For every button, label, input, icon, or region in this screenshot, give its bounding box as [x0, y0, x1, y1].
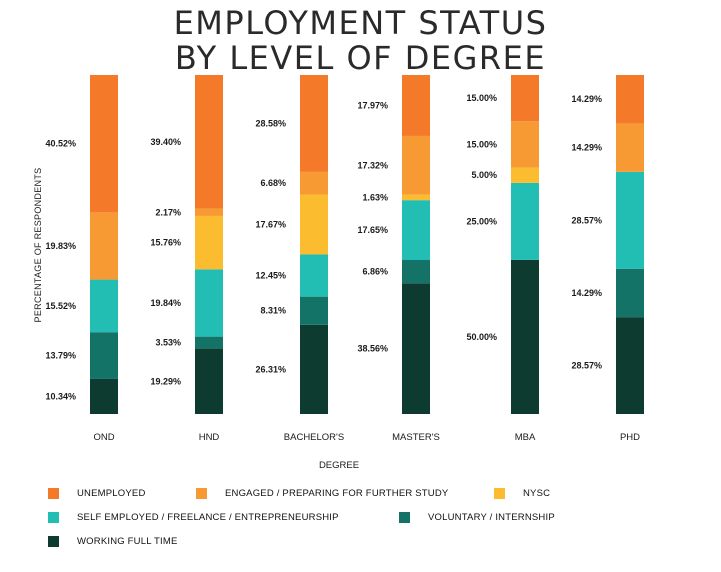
legend-item-full-time: WORKING FULL TIME: [48, 536, 178, 547]
data-label-hnd-nysc: 15.76%: [150, 238, 181, 248]
bar-phd-voluntary-internship: [616, 268, 644, 318]
data-label-phd-unemployed: 14.29%: [571, 94, 602, 104]
legend-label-full-time: WORKING FULL TIME: [77, 536, 178, 547]
data-label-hnd-engaged-preparing-for-further-study: 2.17%: [155, 207, 181, 217]
data-label-phd-working-full-time: 28.57%: [571, 361, 602, 371]
data-label-phd-engaged-preparing-for-further-study: 14.29%: [571, 143, 602, 153]
chart-title: EMPLOYMENT STATUS BY LEVEL OF DEGREE: [0, 6, 721, 76]
bar-bachelor-s-nysc: [300, 194, 328, 255]
legend-swatch-full-time: [48, 536, 59, 547]
bar-ond-working-full-time: [90, 378, 118, 414]
x-tick-ond: OND: [93, 432, 114, 443]
legend-label-further-study: ENGAGED / PREPARING FOR FURTHER STUDY: [225, 488, 449, 499]
data-label-ond-working-full-time: 10.34%: [45, 391, 76, 401]
bar-hnd-nysc: [195, 215, 223, 270]
legend-label-voluntary: VOLUNTARY / INTERNSHIP: [428, 512, 555, 523]
data-label-mba-unemployed: 15.00%: [466, 93, 497, 103]
data-label-master-s-working-full-time: 38.56%: [357, 344, 388, 354]
legend-item-voluntary: VOLUNTARY / INTERNSHIP: [399, 512, 555, 523]
data-label-ond-engaged-preparing-for-further-study: 19.83%: [45, 241, 76, 251]
legend-swatch-voluntary: [399, 512, 410, 523]
data-label-phd-self-employed-freelance-entrepreneurship: 28.57%: [571, 215, 602, 225]
chart-title-line-2: BY LEVEL OF DEGREE: [174, 39, 547, 77]
bar-ond-unemployed: [90, 75, 118, 213]
data-label-master-s-voluntary-internship: 6.86%: [362, 267, 388, 277]
data-label-hnd-unemployed: 39.40%: [150, 137, 181, 147]
bar-ond-self-employed-freelance-entrepreneurship: [90, 279, 118, 333]
data-label-bachelor-s-engaged-preparing-for-further-study: 6.68%: [260, 178, 286, 188]
bar-phd-unemployed: [616, 75, 644, 124]
legend-label-unemployed: UNEMPLOYED: [77, 488, 146, 499]
x-tick-hnd: HND: [199, 432, 220, 443]
x-tick-bachelor-s: BACHELOR'S: [284, 432, 344, 443]
bar-hnd-engaged-preparing-for-further-study: [195, 208, 223, 216]
data-label-ond-self-employed-freelance-entrepreneurship: 15.52%: [45, 301, 76, 311]
data-label-master-s-nysc: 1.63%: [362, 192, 388, 202]
legend-swatch-self-employed: [48, 512, 59, 523]
data-label-mba-working-full-time: 50.00%: [466, 332, 497, 342]
data-label-bachelor-s-nysc: 17.67%: [255, 219, 286, 229]
bar-master-s-unemployed: [402, 75, 430, 136]
chart-title-line-1: EMPLOYMENT STATUS: [173, 4, 548, 42]
bar-mba-unemployed: [511, 75, 539, 122]
legend-swatch-further-study: [196, 488, 207, 499]
bar-phd-self-employed-freelance-entrepreneurship: [616, 171, 644, 269]
legend-item-self-employed: SELF EMPLOYED / FREELANCE / ENTREPRENEUR…: [48, 512, 339, 523]
data-label-hnd-self-employed-freelance-entrepreneurship: 19.84%: [150, 298, 181, 308]
bar-ond-engaged-preparing-for-further-study: [90, 212, 118, 280]
legend-label-self-employed: SELF EMPLOYED / FREELANCE / ENTREPRENEUR…: [77, 512, 339, 523]
data-label-mba-self-employed-freelance-entrepreneurship: 25.00%: [466, 216, 497, 226]
data-label-bachelor-s-self-employed-freelance-entrepreneurship: 12.45%: [255, 271, 286, 281]
data-label-mba-engaged-preparing-for-further-study: 15.00%: [466, 139, 497, 149]
legend-label-nysc: NYSC: [523, 488, 551, 499]
data-label-master-s-engaged-preparing-for-further-study: 17.32%: [357, 160, 388, 170]
x-axis-label: DEGREE: [319, 460, 359, 471]
data-label-master-s-unemployed: 17.97%: [357, 100, 388, 110]
stacked-bar-chart: 10.34% 13.79% 15.52% 19.83% 40.52% OND 19.29% 3…: [45, 75, 644, 471]
bar-mba-working-full-time: [511, 259, 539, 414]
bar-master-s-engaged-preparing-for-further-study: [402, 135, 430, 195]
data-label-master-s-self-employed-freelance-entrepreneurship: 17.65%: [357, 225, 388, 235]
data-label-hnd-voluntary-internship: 3.53%: [155, 338, 181, 348]
bar-hnd-unemployed: [195, 75, 223, 209]
bar-hnd-self-employed-freelance-entrepreneurship: [195, 269, 223, 337]
bar-master-s-working-full-time: [402, 283, 430, 414]
bar-bachelor-s-self-employed-freelance-entrepreneurship: [300, 254, 328, 297]
bar-hnd-voluntary-internship: [195, 336, 223, 349]
legend-item-further-study: ENGAGED / PREPARING FOR FURTHER STUDY: [196, 488, 448, 499]
legend: UNEMPLOYED ENGAGED / PREPARING FOR FURTH…: [48, 488, 708, 558]
bar-bachelor-s-voluntary-internship: [300, 296, 328, 325]
legend-item-unemployed: UNEMPLOYED: [48, 488, 146, 499]
legend-item-nysc: NYSC: [494, 488, 550, 499]
bar-master-s-nysc: [402, 194, 430, 201]
bar-master-s-voluntary-internship: [402, 260, 430, 284]
data-label-ond-voluntary-internship: 13.79%: [45, 351, 76, 361]
data-label-mba-nysc: 5.00%: [471, 170, 497, 180]
bar-mba-nysc: [511, 167, 539, 183]
bar-bachelor-s-engaged-preparing-for-further-study: [300, 171, 328, 195]
bar-bachelor-s-unemployed: [300, 75, 328, 172]
bar-phd-working-full-time: [616, 317, 644, 414]
x-tick-mba: MBA: [515, 432, 536, 443]
bar-mba-self-employed-freelance-entrepreneurship: [511, 182, 539, 260]
bar-master-s-self-employed-freelance-entrepreneurship: [402, 200, 430, 261]
data-label-bachelor-s-working-full-time: 26.31%: [255, 364, 286, 374]
bar-hnd-working-full-time: [195, 348, 223, 414]
x-tick-master-s: MASTER'S: [392, 432, 440, 443]
data-label-bachelor-s-voluntary-internship: 8.31%: [260, 306, 286, 316]
bar-phd-engaged-preparing-for-further-study: [616, 123, 644, 172]
data-label-phd-voluntary-internship: 14.29%: [571, 288, 602, 298]
legend-swatch-unemployed: [48, 488, 59, 499]
x-tick-phd: PHD: [620, 432, 640, 443]
bar-mba-engaged-preparing-for-further-study: [511, 121, 539, 168]
bar-bachelor-s-working-full-time: [300, 324, 328, 414]
data-label-bachelor-s-unemployed: 28.58%: [255, 118, 286, 128]
bar-ond-voluntary-internship: [90, 332, 118, 379]
legend-swatch-nysc: [494, 488, 505, 499]
data-label-hnd-working-full-time: 19.29%: [150, 376, 181, 386]
data-label-ond-unemployed: 40.52%: [45, 139, 76, 149]
